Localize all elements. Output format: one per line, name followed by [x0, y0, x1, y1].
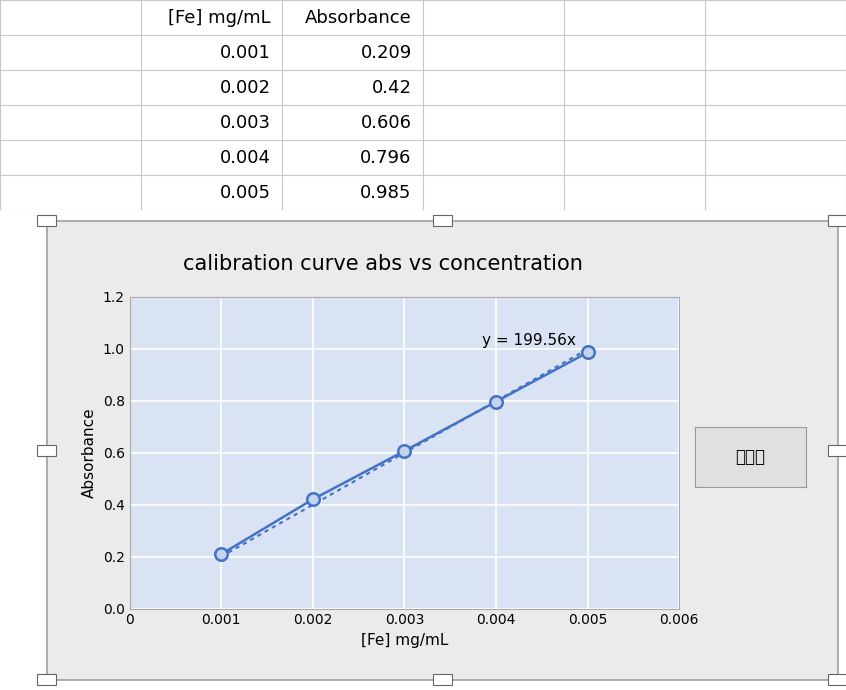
Text: 0.005: 0.005	[220, 184, 271, 202]
X-axis label: [Fe] mg/mL: [Fe] mg/mL	[360, 633, 448, 648]
Text: y = 199.56x: y = 199.56x	[482, 333, 576, 348]
Bar	[828, 445, 846, 455]
Bar	[828, 674, 846, 685]
Text: 0.001: 0.001	[220, 43, 271, 61]
Text: 0.796: 0.796	[360, 149, 412, 167]
Y-axis label: Absorbance: Absorbance	[82, 407, 97, 497]
Text: 绘图区: 绘图区	[735, 448, 766, 466]
Text: 0.42: 0.42	[371, 79, 412, 97]
Bar	[37, 674, 56, 685]
Text: Absorbance: Absorbance	[305, 8, 412, 26]
Text: 0.209: 0.209	[360, 43, 412, 61]
Bar	[37, 445, 56, 455]
Text: [Fe] mg/mL: [Fe] mg/mL	[168, 8, 271, 26]
Text: calibration curve abs vs concentration: calibration curve abs vs concentration	[183, 255, 583, 275]
Text: 0.985: 0.985	[360, 184, 412, 202]
Text: 0.002: 0.002	[220, 79, 271, 97]
Bar	[37, 215, 56, 226]
Bar	[432, 215, 452, 226]
Text: 0.004: 0.004	[220, 149, 271, 167]
Bar	[432, 674, 452, 685]
Text: 0.606: 0.606	[360, 114, 412, 132]
Bar	[828, 215, 846, 226]
Text: 0.003: 0.003	[220, 114, 271, 132]
